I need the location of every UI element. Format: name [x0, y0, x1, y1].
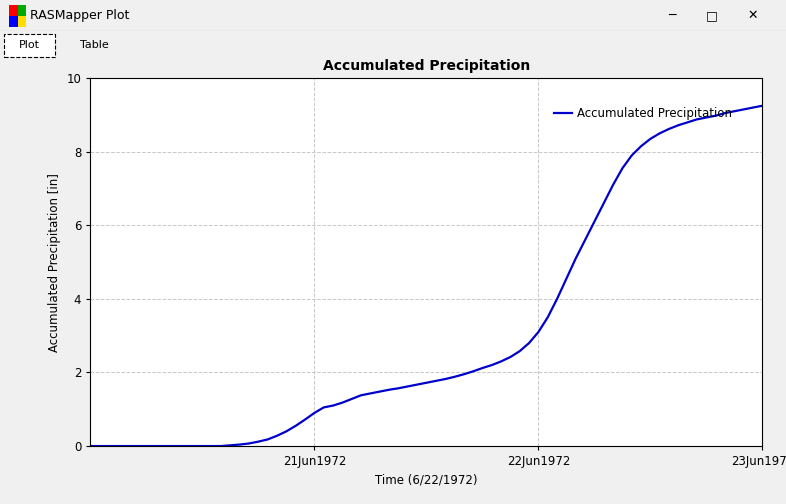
Text: Plot: Plot — [19, 40, 40, 50]
Accumulated Precipitation — [310, 410, 319, 416]
FancyBboxPatch shape — [4, 34, 55, 57]
Accumulated Precipitation — [758, 103, 767, 109]
Accumulated Precipitation — [86, 443, 95, 449]
Text: ✕: ✕ — [747, 9, 758, 22]
Accumulated Precipitation — [235, 442, 244, 448]
Y-axis label: Accumulated Precipitation [in]: Accumulated Precipitation [in] — [48, 173, 61, 351]
Line: Accumulated Precipitation: Accumulated Precipitation — [90, 106, 762, 446]
Accumulated Precipitation — [664, 126, 674, 132]
Accumulated Precipitation — [421, 380, 431, 386]
Bar — [18, 5, 27, 16]
Bar — [9, 16, 18, 27]
Accumulated Precipitation — [645, 136, 655, 142]
Text: ─: ─ — [668, 9, 676, 22]
X-axis label: Time (6/22/1972): Time (6/22/1972) — [375, 474, 478, 487]
Bar — [9, 5, 18, 16]
Bar — [18, 16, 27, 27]
Accumulated Precipitation — [692, 116, 702, 122]
Text: Table: Table — [80, 40, 108, 50]
Title: Accumulated Precipitation: Accumulated Precipitation — [323, 59, 530, 73]
Text: RASMapper Plot: RASMapper Plot — [30, 9, 129, 22]
Legend: Accumulated Precipitation: Accumulated Precipitation — [549, 102, 736, 125]
Text: □: □ — [706, 9, 717, 22]
